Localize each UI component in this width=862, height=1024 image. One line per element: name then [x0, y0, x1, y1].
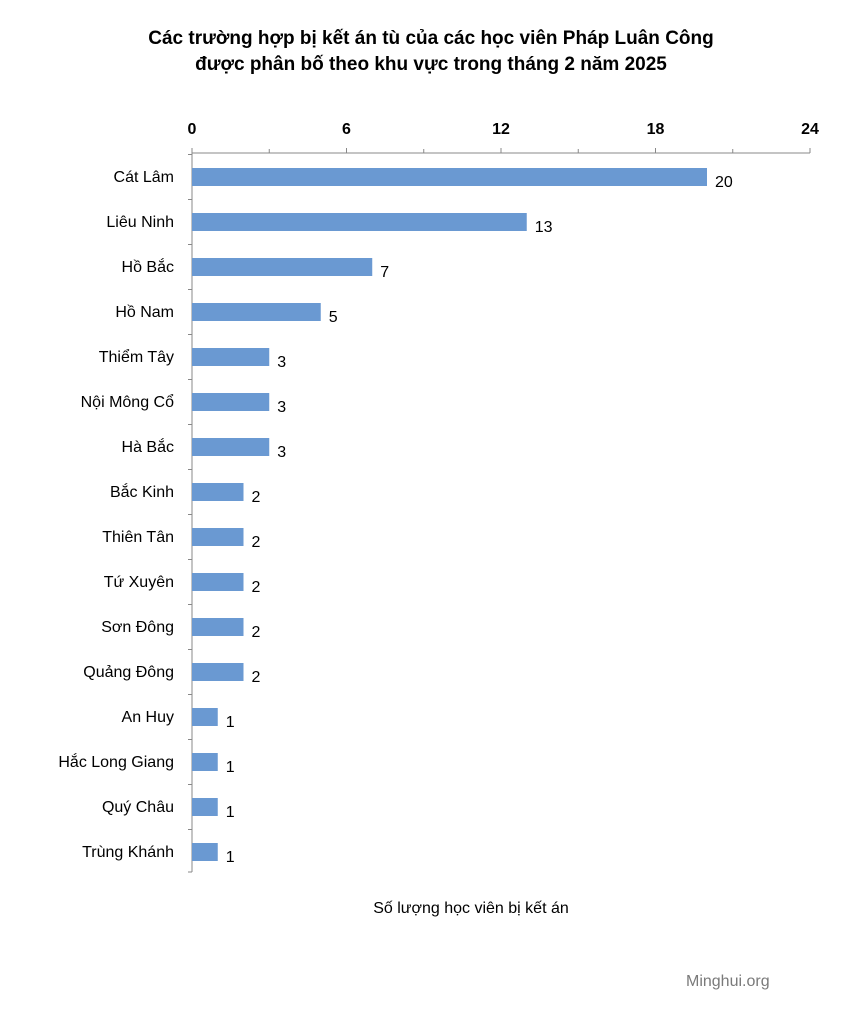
bar — [192, 393, 270, 411]
data-label: 2 — [252, 669, 261, 686]
category-label: Quý Châu — [102, 799, 174, 816]
category-label: Thiểm Tây — [99, 348, 174, 366]
category-label: Liêu Ninh — [106, 214, 174, 231]
data-label: 3 — [277, 399, 286, 416]
data-label: 7 — [380, 264, 389, 281]
data-label: 2 — [252, 579, 261, 596]
data-label: 13 — [535, 219, 553, 236]
category-label: Hồ Nam — [115, 304, 174, 321]
x-axis-label: Số lượng học viên bị kết án — [373, 900, 569, 917]
bar — [192, 708, 218, 726]
bar — [192, 483, 244, 501]
category-label: Sơn Đông — [101, 619, 174, 636]
bar — [192, 843, 218, 861]
data-label: 2 — [252, 534, 261, 551]
bar — [192, 618, 244, 636]
bar — [192, 213, 527, 231]
data-label: 3 — [277, 444, 286, 461]
x-tick-label: 18 — [647, 121, 665, 138]
data-label: 1 — [226, 714, 235, 731]
chart-title-line-1: Các trường hợp bị kết án tù của các học … — [148, 28, 714, 49]
category-label: Hà Bắc — [122, 437, 174, 456]
x-tick-label: 12 — [492, 121, 510, 138]
data-label: 2 — [252, 489, 261, 506]
category-label: Bắc Kinh — [110, 482, 174, 501]
watermark: Minghui.org — [686, 973, 770, 990]
x-tick-label: 6 — [342, 121, 351, 138]
bar — [192, 348, 270, 366]
category-label: Trùng Khánh — [82, 844, 174, 861]
bar — [192, 753, 218, 771]
category-label: Tứ Xuyên — [104, 574, 174, 591]
bar — [192, 168, 707, 186]
bar — [192, 663, 244, 681]
chart-title: Các trường hợp bị kết án tù của các học … — [0, 26, 862, 78]
x-tick-label: 24 — [801, 121, 819, 138]
chart-title-line-2: được phân bố theo khu vực trong tháng 2 … — [195, 54, 667, 75]
bar — [192, 573, 244, 591]
bar — [192, 258, 373, 276]
x-tick-label: 0 — [188, 121, 197, 138]
bar — [192, 438, 270, 456]
category-label: Hồ Bắc — [122, 257, 174, 276]
category-label: Hắc Long Giang — [58, 752, 174, 771]
data-label: 1 — [226, 804, 235, 821]
category-label: Cát Lâm — [114, 169, 174, 186]
data-label: 5 — [329, 309, 338, 326]
bar — [192, 303, 321, 321]
data-label: 1 — [226, 849, 235, 866]
data-label: 1 — [226, 759, 235, 776]
category-label: Thiên Tân — [102, 529, 174, 546]
category-label: An Huy — [122, 709, 174, 726]
category-label: Nội Mông Cổ — [81, 393, 174, 411]
data-label: 2 — [252, 624, 261, 641]
data-label: 20 — [715, 174, 733, 191]
bar — [192, 798, 218, 816]
category-label: Quảng Đông — [83, 664, 174, 681]
bar — [192, 528, 244, 546]
data-label: 3 — [277, 354, 286, 371]
